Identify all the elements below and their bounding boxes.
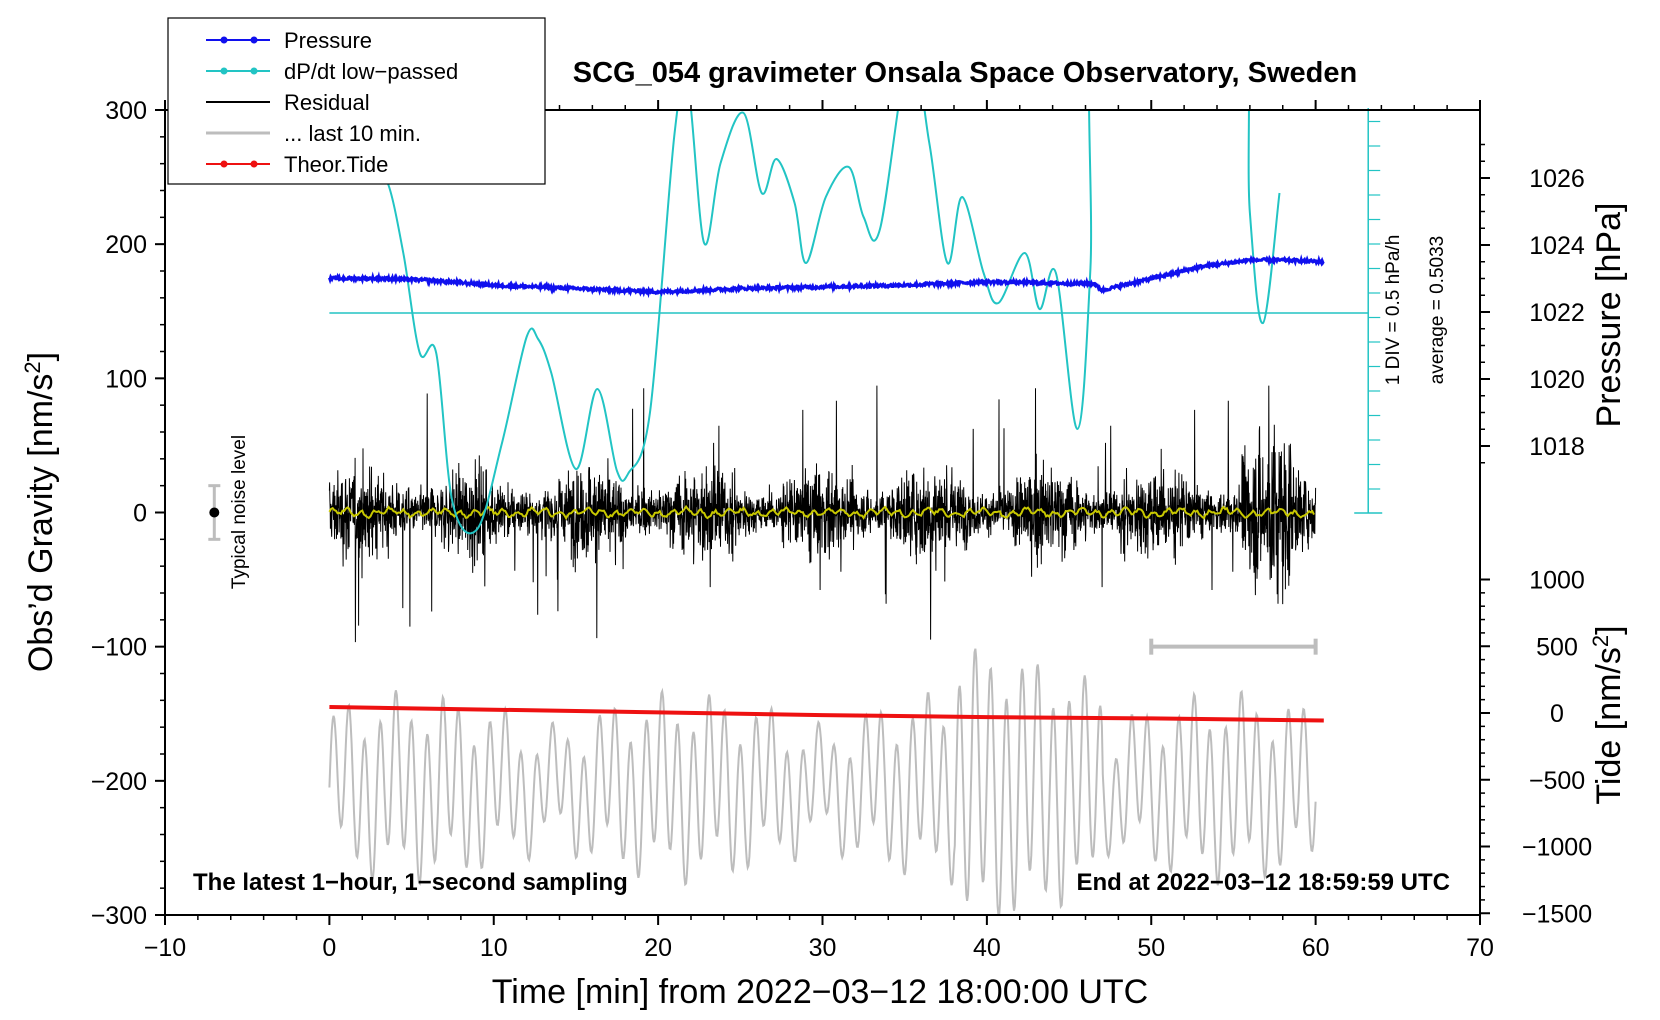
dpdt-series [361, 110, 1281, 535]
legend-label: Theor.Tide [284, 152, 388, 177]
tide-tick-label: −500 [1529, 767, 1585, 795]
footer-left-label: The latest 1−hour, 1−second sampling [193, 869, 628, 896]
legend-label: ... last 10 min. [284, 121, 421, 146]
residual-series [328, 385, 1317, 643]
y-left-tick-label: 200 [105, 231, 147, 259]
tide-tick-label: 1000 [1529, 567, 1585, 595]
chart-title: SCG_054 gravimeter Onsala Space Observat… [573, 57, 1357, 89]
y-left-tick-label: −100 [91, 634, 147, 662]
legend-marker [220, 160, 228, 168]
noise-bar-center-dot [209, 507, 220, 518]
y-left-tick-label: 100 [105, 365, 147, 393]
y-left-axis-title-close: ] [22, 352, 60, 361]
tide-tick-label: −1000 [1522, 834, 1592, 862]
tide-tick-label: 0 [1550, 700, 1564, 728]
tide-axis-title: Tide [nm/s2] [1588, 625, 1628, 804]
dpdt-average-label: average = 0.5033 [1427, 236, 1448, 384]
y-left-tick-label: −300 [91, 902, 147, 930]
x-tick-label: 10 [480, 934, 508, 962]
dpdt-scale-label: 1 DIV = 0.5 hPa/h [1383, 235, 1404, 386]
y-left-axis-title: Obs’d Gravity [nm/s2] [20, 352, 60, 672]
y-left-axis-title-main: Obs’d Gravity [nm/s [22, 374, 60, 673]
tide-series [329, 705, 1324, 723]
x-tick-label: 70 [1466, 934, 1494, 962]
pressure-tick-label: 1026 [1529, 165, 1585, 193]
pressure-tick-label: 1018 [1529, 433, 1585, 461]
x-tick-label: 40 [973, 934, 1001, 962]
y-left-axis-title-sup: 2 [20, 361, 45, 373]
pressure-tick-label: 1020 [1529, 366, 1585, 394]
tide-axis-title-close: ] [1590, 625, 1628, 634]
x-axis-title: Time [min] from 2022−03−12 18:00:00 UTC [492, 973, 1148, 1011]
last10-gray-trace [328, 648, 1317, 916]
legend-marker [250, 160, 258, 168]
y-left-tick-label: −200 [91, 768, 147, 796]
legend-marker [250, 67, 258, 75]
legend-label: dP/dt low−passed [284, 59, 458, 84]
x-tick-label: 50 [1137, 934, 1165, 962]
residual-smoothed-series [328, 504, 1315, 521]
x-tick-label: 30 [809, 934, 837, 962]
tide-axis-title-sup: 2 [1588, 635, 1613, 647]
pressure-tick-label: 1022 [1529, 299, 1585, 327]
x-tick-label: 20 [644, 934, 672, 962]
tide-tick-label: −1500 [1522, 900, 1592, 928]
y-left-tick-label: 0 [133, 500, 147, 528]
legend-marker [250, 36, 258, 44]
y-left-tick-label: 300 [105, 97, 147, 125]
x-tick-label: 0 [322, 934, 336, 962]
pressure-axis-title: Pressure [hPa] [1590, 203, 1628, 428]
legend-marker [220, 36, 228, 44]
tide-tick-label: 500 [1536, 633, 1578, 661]
pressure-tick-label: 1024 [1529, 232, 1585, 260]
pressure-series [327, 254, 1325, 299]
legend-marker [220, 67, 228, 75]
footer-right-label: End at 2022−03−12 18:59:59 UTC [1076, 869, 1450, 896]
noise-level-label: Typical noise level [229, 435, 250, 589]
legend-label: Pressure [284, 28, 372, 53]
x-tick-label: 60 [1302, 934, 1330, 962]
legend-label: Residual [284, 90, 370, 115]
tide-axis-title-main: Tide [nm/s [1590, 647, 1628, 804]
x-tick-label: −10 [144, 934, 186, 962]
